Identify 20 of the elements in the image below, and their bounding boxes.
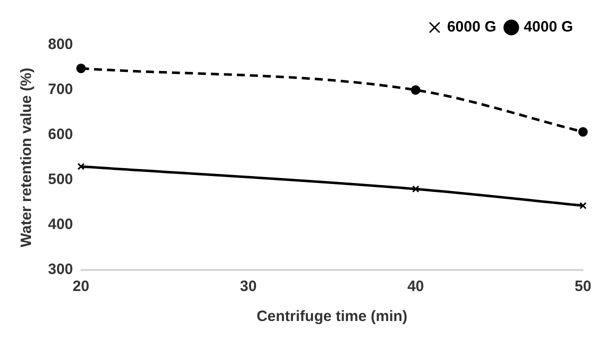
y-tick-label: 400 [48, 216, 74, 234]
legend-label: 4000 G [524, 18, 574, 36]
point [410, 85, 420, 95]
point [412, 185, 420, 193]
y-tick-label: 800 [48, 36, 74, 54]
point [579, 202, 587, 210]
legend-label: 6000 G [447, 18, 496, 36]
y-tick-label: 300 [48, 261, 74, 278]
x-tick-label: 50 [574, 278, 592, 296]
point [76, 64, 86, 74]
x-tick-label: 30 [240, 278, 257, 296]
x-tick-label: 20 [72, 278, 90, 296]
y-tick-label: 500 [48, 171, 74, 188]
x-axis-title: Centrifuge time (min) [256, 308, 408, 326]
point [77, 162, 85, 170]
y-tick-label: 700 [48, 81, 74, 98]
y-axis-title: Water retention value (%) [18, 68, 36, 248]
x-tick-label: 40 [407, 278, 424, 296]
y-tick-label: 600 [48, 126, 74, 144]
point [578, 127, 588, 137]
